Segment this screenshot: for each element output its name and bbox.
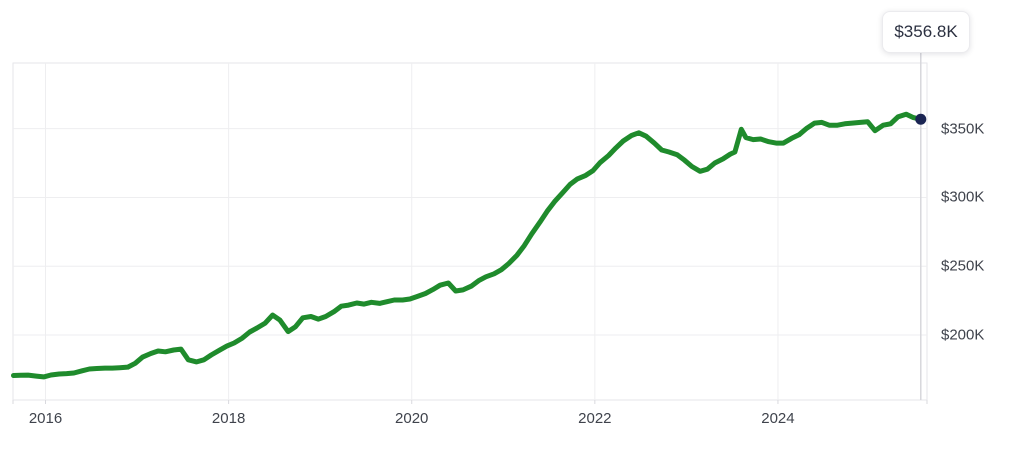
tooltip-value: $356.8K (894, 22, 958, 41)
x-axis-label: 2020 (395, 410, 429, 427)
x-axis-label: 2018 (211, 410, 246, 427)
y-axis-label: $350K (941, 120, 985, 138)
last-point-dot (915, 113, 927, 125)
x-axis-label: 2016 (28, 410, 63, 427)
y-axis-label: $200K (941, 326, 985, 344)
value-line (11, 111, 924, 380)
y-axis-label: $300K (941, 188, 985, 206)
x-axis-label: 2022 (578, 410, 612, 427)
y-axis-label: $250K (941, 257, 985, 275)
value-tooltip: $356.8K (882, 11, 970, 53)
plot-border (12, 62, 928, 401)
x-axis-label: 2024 (761, 410, 795, 427)
